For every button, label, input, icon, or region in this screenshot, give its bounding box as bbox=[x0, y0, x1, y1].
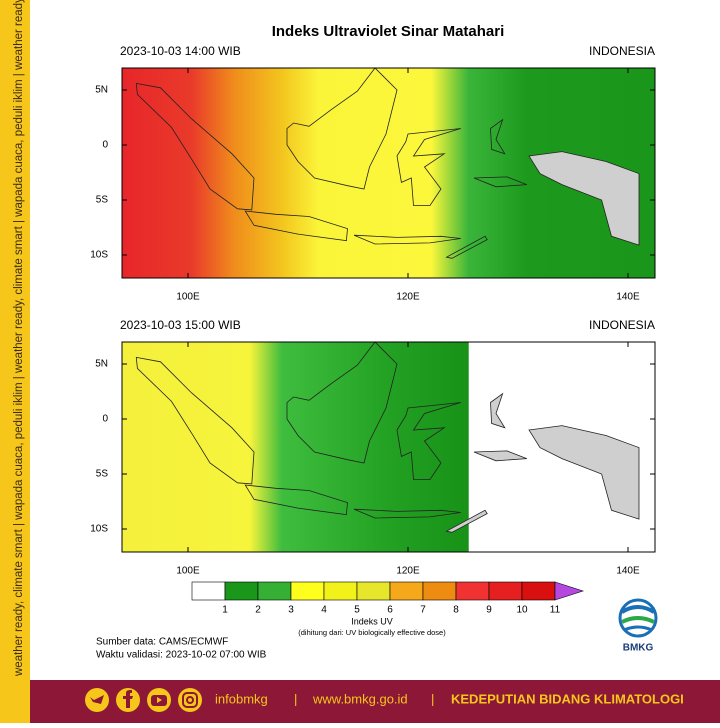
colorbar-tick-label: 7 bbox=[420, 605, 426, 616]
map-time: 2023-10-03 14:00 WIB bbox=[120, 44, 241, 58]
colorbar-tick-label: 10 bbox=[516, 605, 528, 616]
footer-unit: KEDEPUTIAN BIDANG KLIMATOLOGI bbox=[451, 691, 684, 706]
lat-label: 5S bbox=[96, 195, 109, 206]
colorbar-swatch bbox=[521, 581, 556, 601]
coastline bbox=[490, 118, 506, 155]
colorbar-swatch bbox=[323, 581, 358, 601]
colorbar-tick-label: 3 bbox=[288, 605, 294, 616]
title: Indeks Ultraviolet Sinar Matahari bbox=[272, 23, 505, 40]
lat-label: 10S bbox=[90, 524, 108, 535]
colorbar-swatch bbox=[224, 581, 259, 601]
map-frame bbox=[121, 341, 656, 553]
colorbar-swatch bbox=[488, 581, 523, 601]
lat-label: 5N bbox=[95, 359, 108, 370]
colorbar-title: Indeks UV bbox=[351, 616, 393, 626]
sidebar bbox=[0, 0, 30, 680]
logo: BMKG bbox=[618, 598, 658, 654]
map-frame bbox=[121, 67, 656, 279]
colorbar-swatch bbox=[257, 581, 292, 601]
coastline bbox=[445, 509, 488, 533]
colorbar-tick-label: 11 bbox=[550, 605, 561, 616]
logo-text: BMKG bbox=[623, 643, 654, 654]
coastline bbox=[473, 450, 527, 462]
footer-accent bbox=[0, 680, 30, 723]
coastline bbox=[528, 151, 640, 246]
lat-label: 0 bbox=[102, 414, 108, 425]
footer-handle: infobmkg bbox=[215, 691, 268, 706]
coastline bbox=[353, 508, 461, 519]
coastline bbox=[473, 176, 527, 188]
coastline bbox=[244, 484, 348, 516]
footer-separator: | bbox=[431, 691, 434, 706]
coastline bbox=[353, 234, 461, 245]
colorbar-tick-label: 2 bbox=[255, 605, 261, 616]
lon-label: 140E bbox=[616, 566, 640, 577]
lon-label: 140E bbox=[616, 292, 640, 303]
colorbar-tick-label: 6 bbox=[387, 605, 393, 616]
sidebar-text: weather ready, climate smart | wapada cu… bbox=[13, 0, 25, 677]
coastline bbox=[286, 341, 398, 464]
footer-website: www.bmkg.go.id bbox=[312, 691, 408, 706]
valid-time: Waktu validasi: 2023-10-02 07:00 WIB bbox=[96, 650, 267, 661]
colorbar-swatch bbox=[389, 581, 424, 601]
social-icons bbox=[85, 688, 202, 712]
lon-label: 120E bbox=[396, 566, 420, 577]
coastline bbox=[135, 356, 255, 485]
lat-label: 5N bbox=[95, 85, 108, 96]
coastline bbox=[445, 235, 488, 259]
coastline bbox=[396, 402, 461, 480]
colorbar-tick-label: 5 bbox=[354, 605, 360, 616]
lon-label: 120E bbox=[396, 292, 420, 303]
map-region: INDONESIA bbox=[589, 318, 655, 332]
coastline bbox=[286, 67, 398, 190]
colorbar-tick-label: 1 bbox=[222, 605, 228, 616]
coastline bbox=[135, 82, 255, 211]
colorbar-swatch bbox=[422, 581, 457, 601]
colorbar-swatch bbox=[356, 581, 391, 601]
colorbar-arrow bbox=[554, 581, 584, 601]
map-region: INDONESIA bbox=[589, 44, 655, 58]
colorbar-swatch bbox=[455, 581, 490, 601]
lat-label: 5S bbox=[96, 469, 109, 480]
lat-label: 0 bbox=[102, 140, 108, 151]
lon-label: 100E bbox=[176, 292, 200, 303]
coastline bbox=[396, 128, 461, 206]
source: Sumber data: CAMS/ECMWF bbox=[96, 637, 228, 648]
colorbar-swatch bbox=[191, 581, 226, 601]
coastline bbox=[528, 425, 640, 520]
footer-separator: | bbox=[294, 691, 297, 706]
colorbar-tick-label: 8 bbox=[453, 605, 459, 616]
lon-label: 100E bbox=[176, 566, 200, 577]
coastline bbox=[244, 210, 348, 242]
colorbar-tick-label: 9 bbox=[486, 605, 492, 616]
colorbar-note: (dihitung dari: UV biologically effectiv… bbox=[298, 628, 446, 637]
colorbar-tick-label: 4 bbox=[321, 605, 327, 616]
colorbar-swatch bbox=[290, 581, 325, 601]
lat-label: 10S bbox=[90, 250, 108, 261]
coastline bbox=[490, 392, 506, 429]
map-time: 2023-10-03 15:00 WIB bbox=[120, 318, 241, 332]
